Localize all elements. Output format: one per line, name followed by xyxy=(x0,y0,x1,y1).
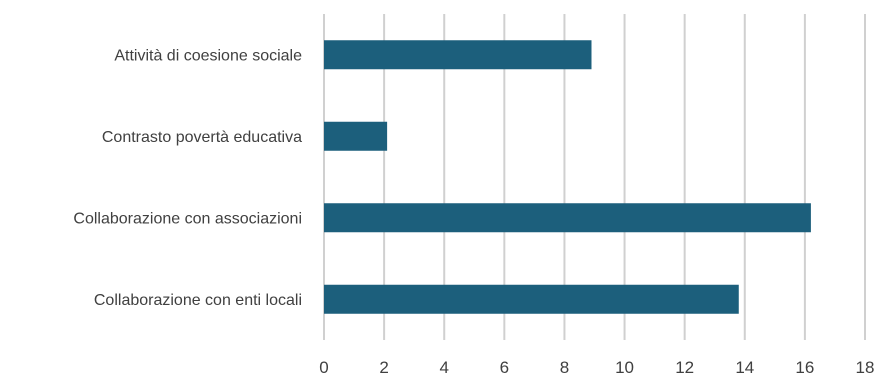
x-tick-labels: 0 2 4 6 8 10 12 14 16 18 xyxy=(319,358,874,376)
bar-1 xyxy=(324,40,592,70)
x-tick-label-6: 6 xyxy=(500,358,509,376)
category-label-1: Attività di coesione sociale xyxy=(114,47,302,64)
x-tick-label-10: 10 xyxy=(615,358,634,376)
bars xyxy=(324,40,811,314)
bar-4 xyxy=(324,284,739,314)
bar-3 xyxy=(324,203,811,233)
category-labels: Attività di coesione sociale Contrasto po… xyxy=(73,47,302,309)
category-label-4: Collaborazione con enti locali xyxy=(94,292,302,309)
x-tick-label-8: 8 xyxy=(560,358,569,376)
category-label-2: Contrasto povertà educativa xyxy=(102,129,302,146)
category-label-3: Collaborazione con associazioni xyxy=(73,210,302,227)
x-tick-label-4: 4 xyxy=(439,358,448,376)
bar-2 xyxy=(324,121,388,151)
x-tick-label-16: 16 xyxy=(795,358,814,376)
x-tick-label-2: 2 xyxy=(379,358,388,376)
x-tick-label-0: 0 xyxy=(319,358,328,376)
x-tick-label-14: 14 xyxy=(735,358,754,376)
x-tick-label-12: 12 xyxy=(675,358,694,376)
x-tick-label-18: 18 xyxy=(856,358,875,376)
